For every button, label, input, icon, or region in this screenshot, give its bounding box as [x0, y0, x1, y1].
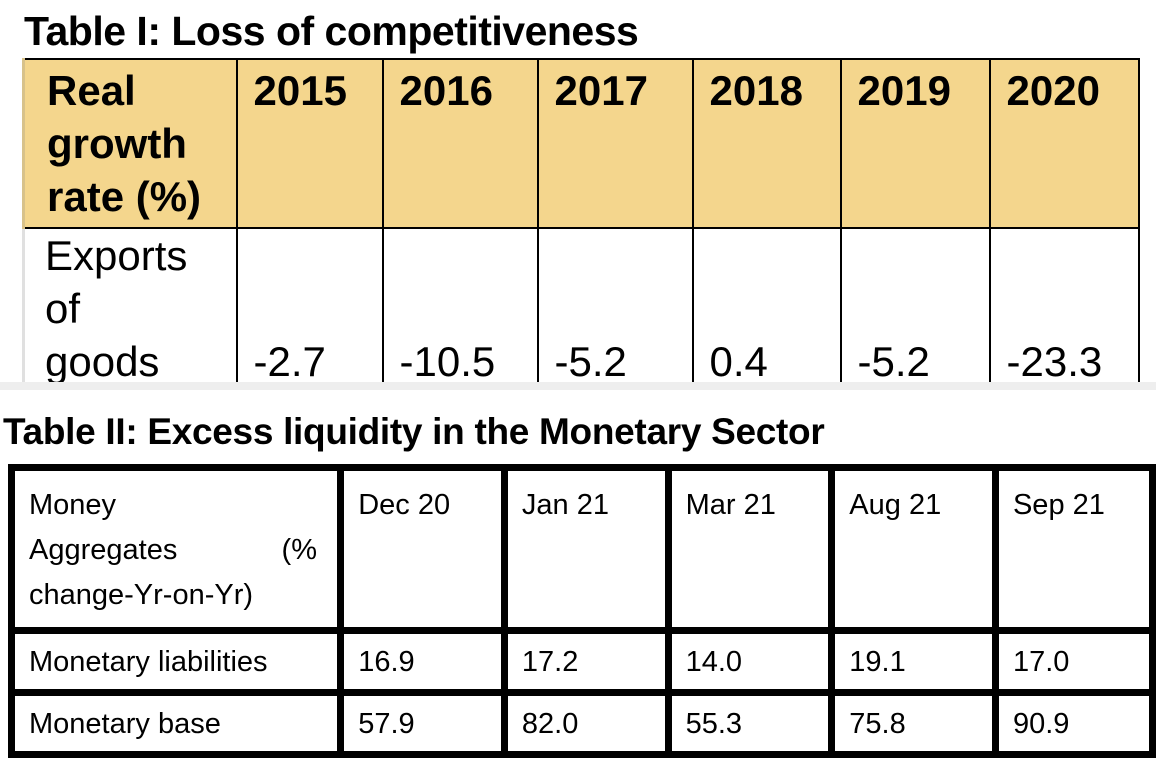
table1: Real growth rate (%) 2015 2016 2017 2018… [22, 58, 1140, 390]
header-label-word: (% [281, 534, 317, 566]
table-cell: 57.9 [337, 689, 508, 758]
table-cell: 82.0 [500, 689, 672, 758]
table-cell: -23.3 [988, 227, 1140, 390]
table-cell: 0.4 [691, 227, 842, 390]
year-header: 2015 [235, 58, 384, 228]
table-cell: -10.5 [381, 227, 539, 390]
header-label-line: change-Yr-on-Yr) [29, 579, 254, 611]
row-label-line: Exports [45, 232, 188, 279]
table-cell: -2.7 [235, 227, 384, 390]
row-label-line: of [45, 285, 81, 332]
table-cell: 17.0 [991, 627, 1156, 696]
table-cell: 75.8 [828, 689, 999, 758]
year-header: 2018 [691, 58, 842, 228]
table-cell: -5.2 [839, 227, 991, 390]
period-header: Aug 21 [828, 464, 999, 634]
table1-title: Table I: Loss of competitiveness [24, 8, 639, 54]
table-cell: 14.0 [664, 627, 836, 696]
table2-header-label: Money Aggregates (% change-Yr-on-Yr) [7, 464, 345, 634]
header-label-line: rate (%) [47, 173, 202, 220]
row-label-line: goods [45, 338, 160, 385]
table1-header-row: Real growth rate (%) 2015 2016 2017 2018… [22, 58, 1140, 228]
row-label: Exports of goods [22, 227, 238, 390]
section-divider [0, 382, 1156, 390]
table-cell: 55.3 [664, 689, 836, 758]
period-header: Sep 21 [991, 464, 1156, 634]
table-cell: -5.2 [536, 227, 694, 390]
header-label-word: Aggregates [29, 534, 178, 566]
period-header: Jan 21 [500, 464, 672, 634]
header-label-line: Money [29, 489, 117, 521]
table-cell: 16.9 [337, 627, 508, 696]
table-row: Monetary base 57.9 82.0 55.3 75.8 90.9 [7, 689, 1156, 758]
row-label: Monetary base [7, 689, 345, 758]
period-header: Mar 21 [664, 464, 836, 634]
header-label-line: growth [47, 120, 187, 167]
table2-header-row: Money Aggregates (% change-Yr-on-Yr) Dec… [7, 464, 1156, 634]
table2-title: Table II: Excess liquidity in the Moneta… [3, 411, 825, 452]
table-row: Monetary liabilities 16.9 17.2 14.0 19.1… [7, 627, 1156, 696]
header-label-line: Aggregates (% [29, 528, 317, 573]
row-label: Monetary liabilities [7, 627, 345, 696]
year-header: 2016 [381, 58, 539, 228]
table2: Money Aggregates (% change-Yr-on-Yr) Dec… [7, 464, 1156, 758]
period-header: Dec 20 [337, 464, 508, 634]
table1-header-label: Real growth rate (%) [22, 58, 238, 228]
table-row: Exports of goods -2.7 -10.5 -5.2 0.4 -5.… [22, 227, 1140, 390]
table-cell: 19.1 [828, 627, 999, 696]
table-cell: 90.9 [991, 689, 1156, 758]
header-label-line: Real [47, 67, 136, 114]
year-header: 2020 [988, 58, 1140, 228]
year-header: 2017 [536, 58, 694, 228]
table-cell: 17.2 [500, 627, 672, 696]
year-header: 2019 [839, 58, 991, 228]
